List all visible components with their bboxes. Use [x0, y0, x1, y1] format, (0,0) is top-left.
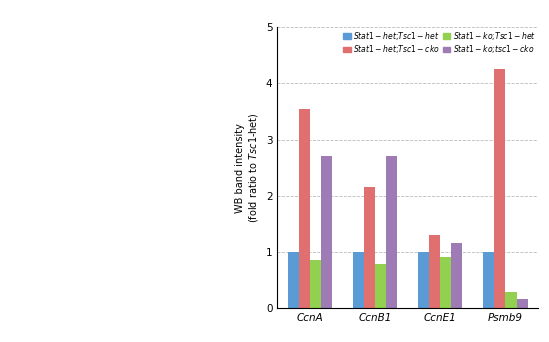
- Bar: [288, 252, 299, 308]
- Bar: [506, 292, 517, 308]
- Bar: [517, 299, 528, 308]
- Y-axis label: WB band intensity
(fold ratio to $\it{Tsc1}$-het): WB band intensity (fold ratio to $\it{Ts…: [236, 112, 260, 223]
- Bar: [310, 260, 321, 308]
- Bar: [483, 252, 494, 308]
- Bar: [418, 252, 429, 308]
- Bar: [353, 252, 364, 308]
- Bar: [375, 264, 386, 308]
- Bar: [364, 187, 375, 308]
- Bar: [440, 257, 451, 308]
- Bar: [386, 156, 397, 308]
- Bar: [494, 69, 506, 308]
- Bar: [321, 156, 332, 308]
- Legend: $\it{Stat1-het}$;$\it{Tsc1-het}$, $\it{Stat1-het}$;$\it{Tsc1-cko}$, $\it{Stat1-k: $\it{Stat1-het}$;$\it{Tsc1-het}$, $\it{S…: [341, 28, 537, 57]
- Bar: [451, 243, 462, 308]
- Bar: [299, 109, 310, 308]
- Bar: [429, 235, 440, 308]
